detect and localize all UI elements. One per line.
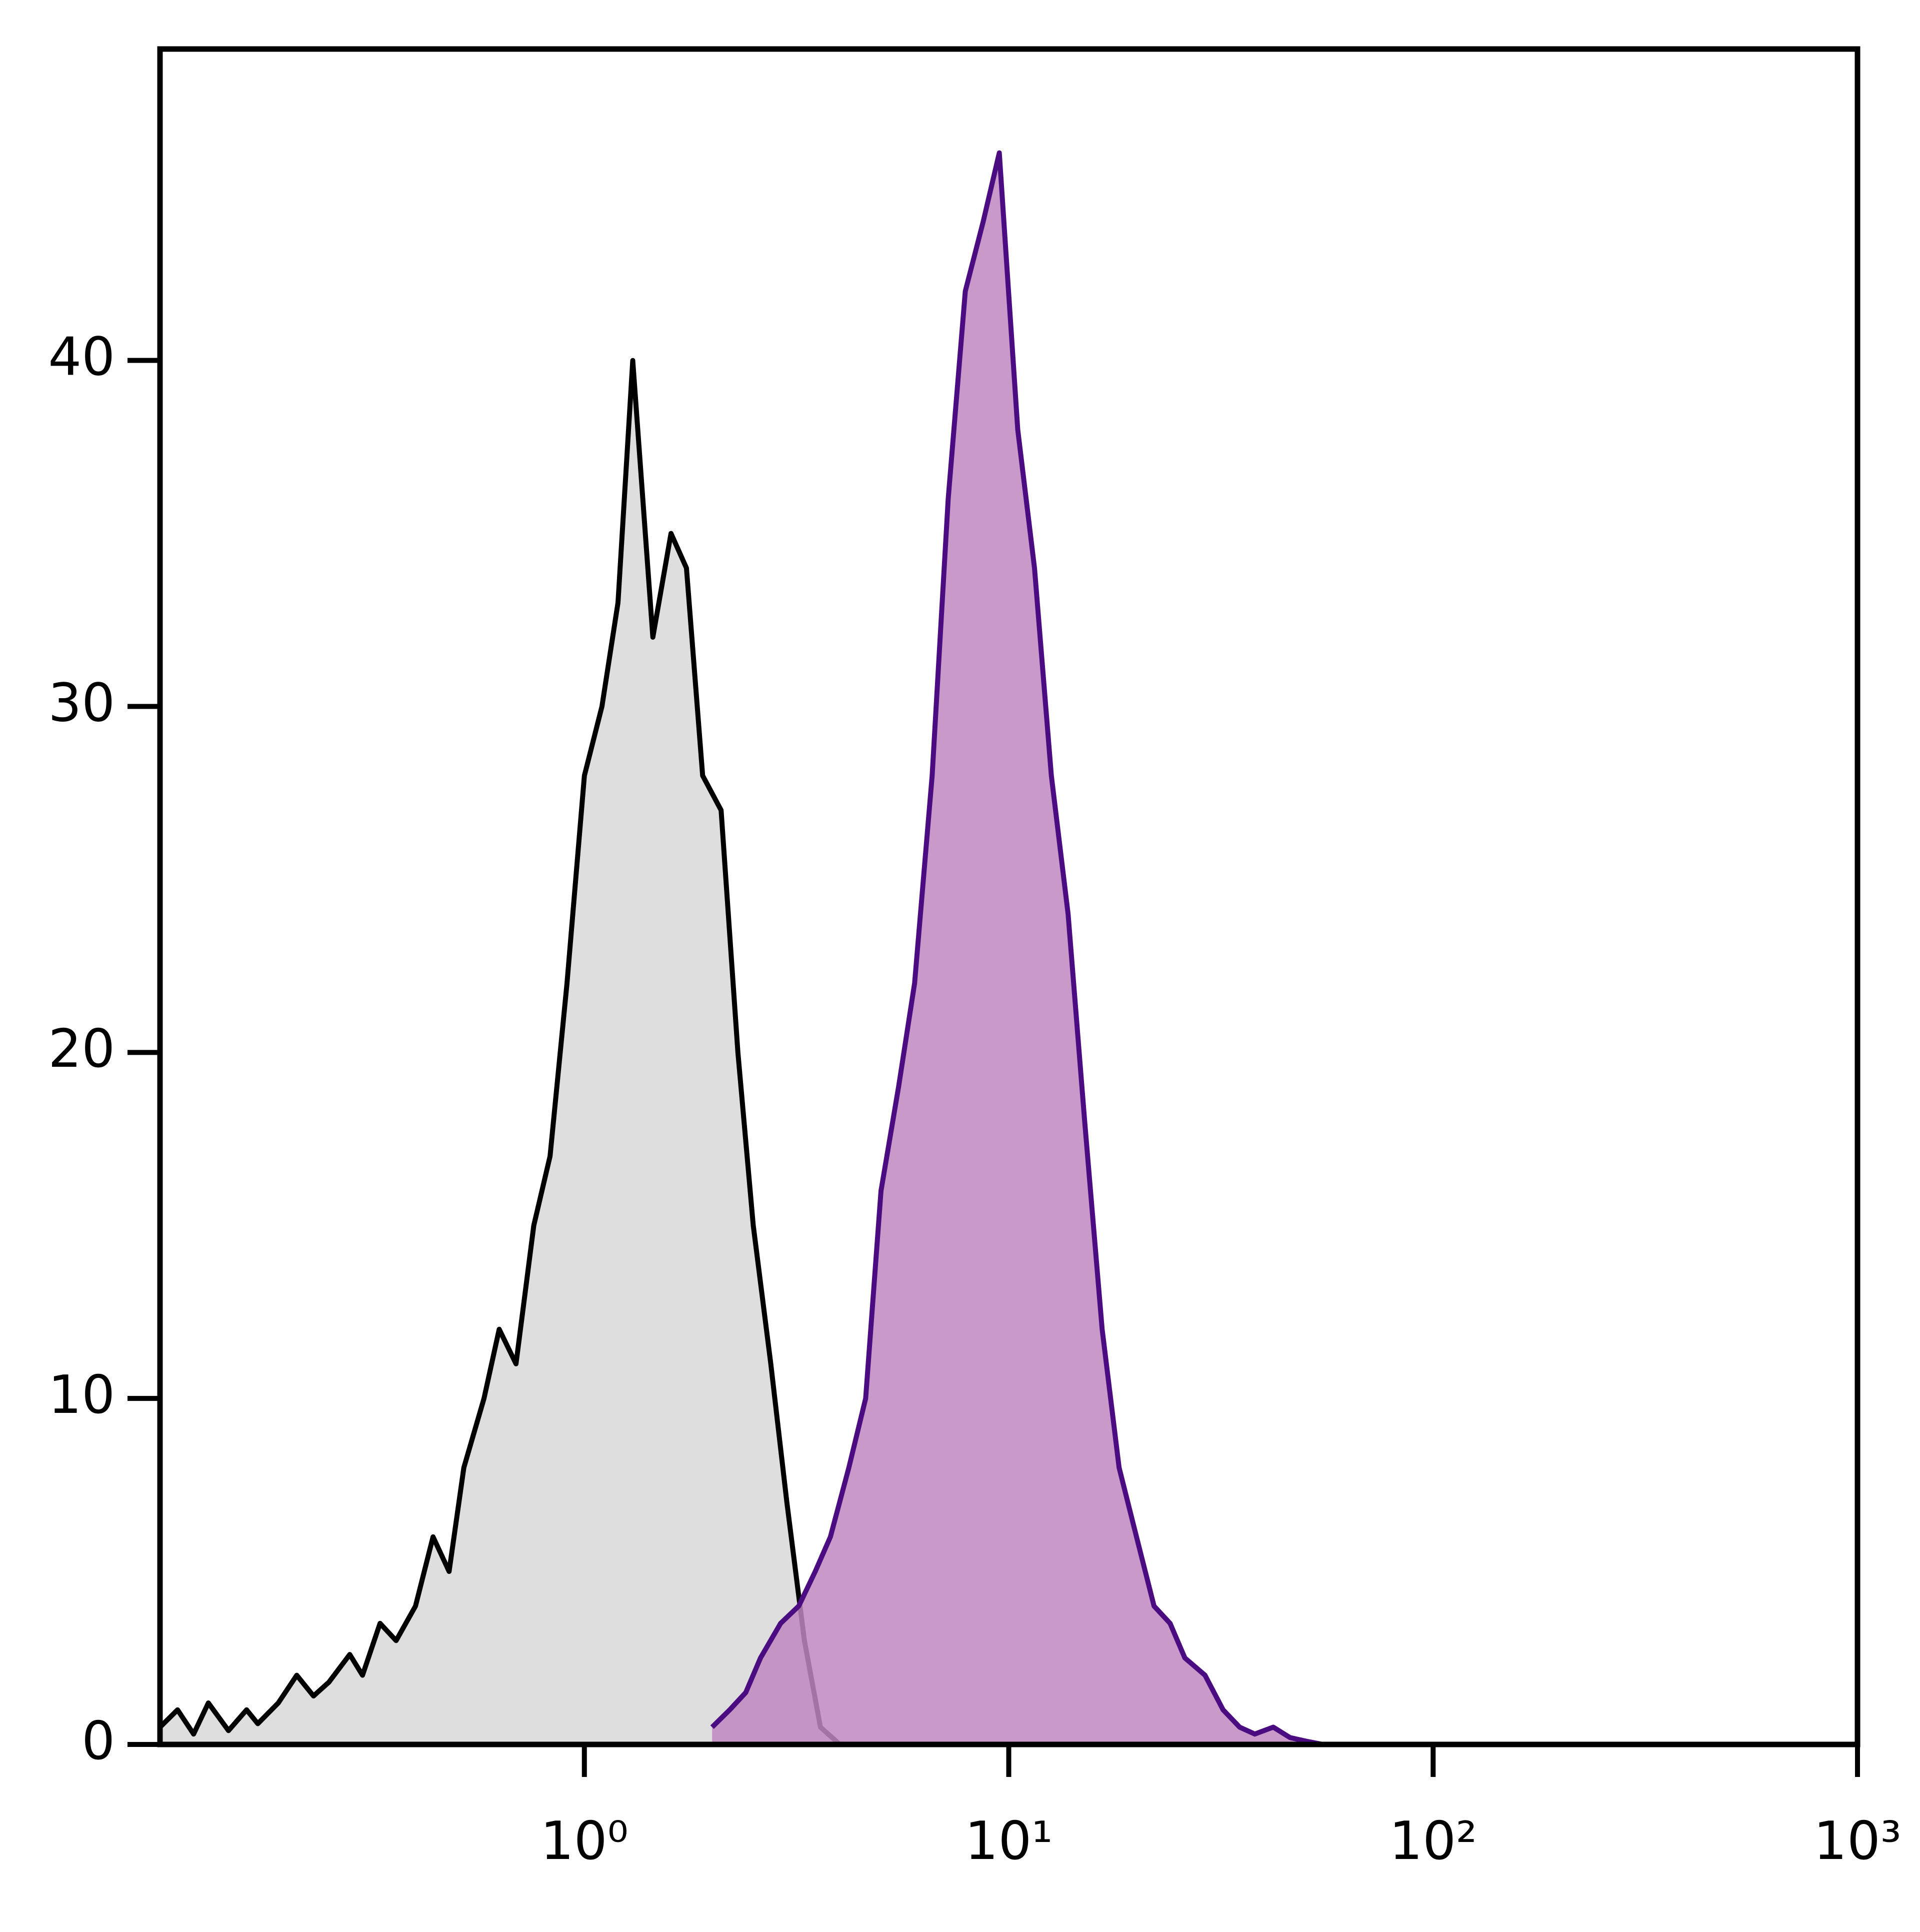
y-tick-label: 0 xyxy=(82,1710,115,1771)
histogram-line xyxy=(710,150,1339,1747)
y-tick-label: 10 xyxy=(48,1364,115,1425)
x-tick-label: 10³ xyxy=(1814,1810,1902,1871)
area-fill xyxy=(712,153,1339,1744)
y-tick-label: 40 xyxy=(48,326,115,387)
y-tick-label: 30 xyxy=(48,672,115,733)
area-fill xyxy=(160,360,840,1745)
y-tick-label: 20 xyxy=(48,1018,115,1079)
x-tick-label: 10² xyxy=(1389,1810,1477,1871)
histogram-line xyxy=(158,358,842,1746)
x-tick-label: 10¹ xyxy=(965,1810,1053,1871)
x-tick-label: 10⁰ xyxy=(540,1810,628,1871)
